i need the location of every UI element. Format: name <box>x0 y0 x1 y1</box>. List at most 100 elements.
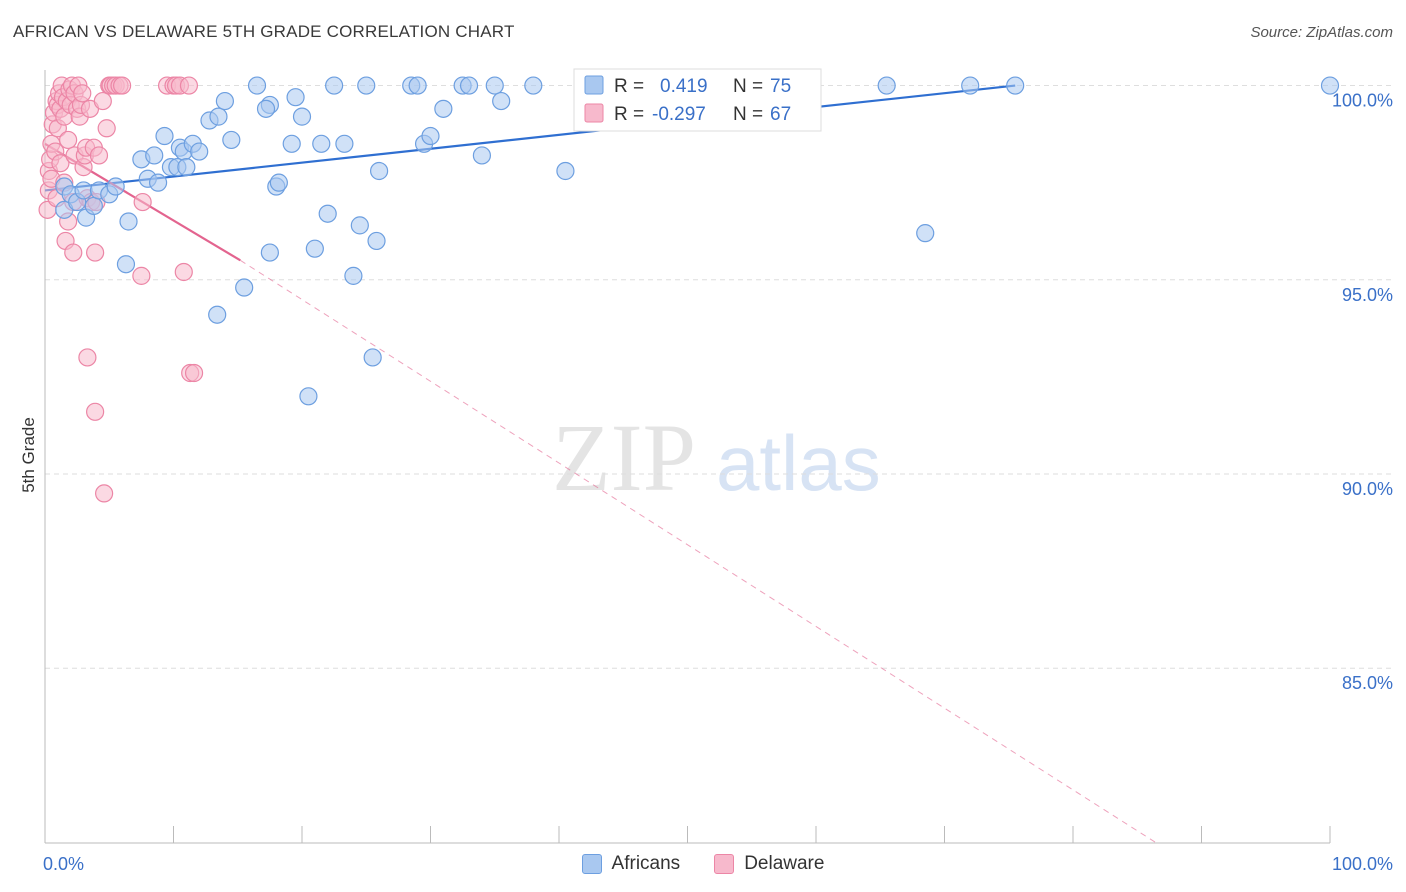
delaware-swatch <box>714 854 735 874</box>
delaware-point-45 <box>86 402 105 421</box>
source-credit: Source: ZipAtlas.com <box>1250 24 1393 41</box>
africans-point-49 <box>367 231 386 251</box>
watermark: ZIP atlas <box>552 404 881 511</box>
legend-item-delaware[interactable]: Delaware <box>714 853 824 875</box>
africans-point-38 <box>292 107 312 126</box>
africans-point-59 <box>485 76 504 95</box>
delaware-trendline-extension <box>240 259 1157 844</box>
gridlines <box>45 85 1392 669</box>
africans-swatch <box>581 854 602 874</box>
africans-point-74 <box>1320 76 1340 95</box>
delaware-point-40 <box>78 348 97 367</box>
africans-point-21 <box>177 158 196 177</box>
africans-point-9 <box>106 177 125 196</box>
africans-point-27 <box>222 130 241 150</box>
watermark-atlas: atlas <box>716 419 881 507</box>
africans-point-42 <box>318 204 337 223</box>
y-tick-label-0: 85.0% <box>1342 673 1393 693</box>
africans-n-label: N = <box>733 76 763 97</box>
africans-point-11 <box>116 255 136 274</box>
africans-trendline <box>44 84 1016 192</box>
bottom-legend: Africans Delaware <box>0 850 1406 878</box>
x-tick-label-1: 100.0% <box>1332 854 1393 874</box>
africans-point-14 <box>145 146 164 165</box>
africans-point-41 <box>312 134 331 153</box>
africans-point-70 <box>877 76 896 95</box>
africans-point-6 <box>84 196 103 216</box>
tick-labels: 85.0% 90.0% 95.0% 100.0% 0.0% 100.0% <box>43 91 1393 874</box>
africans-point-58 <box>472 146 491 165</box>
delaware-point-22 <box>59 130 78 150</box>
y-tick-label-3: 100.0% <box>1332 91 1393 111</box>
africans-point-53 <box>408 76 427 95</box>
africans-point-45 <box>344 266 363 285</box>
africans-point-30 <box>247 76 267 95</box>
africans-point-46 <box>350 216 369 235</box>
delaware-n-value: 67 <box>770 104 791 125</box>
delaware-point-64 <box>179 76 199 95</box>
africans-point-54 <box>421 126 440 146</box>
africans-point-26 <box>215 91 234 111</box>
africans-point-15 <box>148 173 168 192</box>
delaware-point-49 <box>95 484 114 503</box>
africans-point-47 <box>357 76 376 95</box>
delaware-point-66 <box>184 363 204 383</box>
africans-point-32 <box>256 99 276 118</box>
africans-point-44 <box>335 134 354 153</box>
africans-point-23 <box>190 142 209 161</box>
chart-title: AFRICAN VS DELAWARE 5TH GRADE CORRELATIO… <box>13 22 515 41</box>
africans-point-40 <box>305 239 324 258</box>
africans-r-label: R = <box>614 76 644 97</box>
africans-point-71 <box>916 224 935 243</box>
delaware-r-value: -0.297 <box>652 104 706 125</box>
delaware-point-28 <box>64 243 83 262</box>
africans-point-25 <box>209 107 228 126</box>
axes <box>44 70 1331 844</box>
africans-legend-swatch <box>584 75 604 95</box>
delaware-point-47 <box>89 146 109 165</box>
delaware-point-56 <box>112 76 132 95</box>
africans-point-28 <box>208 305 227 324</box>
africans-point-29 <box>235 278 254 297</box>
y-tick-label-2: 95.0% <box>1342 285 1393 305</box>
africans-point-72 <box>961 76 980 95</box>
africans-point-73 <box>1006 76 1025 95</box>
africans-point-50 <box>370 161 389 181</box>
delaware-r-label: R = <box>614 104 644 125</box>
delaware-point-63 <box>174 262 193 282</box>
delaware-point-35 <box>73 84 92 103</box>
delaware-point-48 <box>93 91 112 111</box>
africans-r-value: 0.419 <box>660 76 708 97</box>
africans-n-value: 75 <box>770 76 791 97</box>
africans-point-35 <box>260 243 279 262</box>
delaware-point-15 <box>51 154 70 173</box>
stats-legend: R = 0.419 N = 75 R = -0.297 N = 67 <box>573 68 822 132</box>
legend-label-africans: Africans <box>611 853 681 874</box>
africans-point-62 <box>556 161 575 181</box>
delaware-n-label: N = <box>733 104 763 125</box>
x-tick-label-0: 0.0% <box>43 854 84 874</box>
legend-item-africans[interactable]: Africans <box>581 853 681 875</box>
africans-point-16 <box>155 126 174 146</box>
delaware-legend-swatch <box>584 103 604 123</box>
africans-point-4 <box>74 181 93 200</box>
africans-point-43 <box>325 76 344 95</box>
africans-point-36 <box>282 134 301 153</box>
africans-point-48 <box>363 348 382 367</box>
africans-point-60 <box>492 91 511 111</box>
africans-point-34 <box>269 173 288 192</box>
delaware-point-44 <box>86 243 105 262</box>
africans-point-10 <box>119 212 138 231</box>
africans-point-57 <box>459 76 479 95</box>
africans-point-55 <box>434 99 453 118</box>
y-axis-label: 5th Grade <box>19 417 38 493</box>
africans-point-37 <box>286 88 305 107</box>
delaware-point-57 <box>132 266 151 285</box>
legend-label-delaware: Delaware <box>744 853 825 874</box>
africans-point-39 <box>299 387 318 406</box>
y-tick-label-1: 90.0% <box>1342 479 1393 499</box>
delaware-point-50 <box>97 119 116 138</box>
delaware-point-58 <box>133 192 152 212</box>
watermark-zip: ZIP <box>552 404 696 511</box>
